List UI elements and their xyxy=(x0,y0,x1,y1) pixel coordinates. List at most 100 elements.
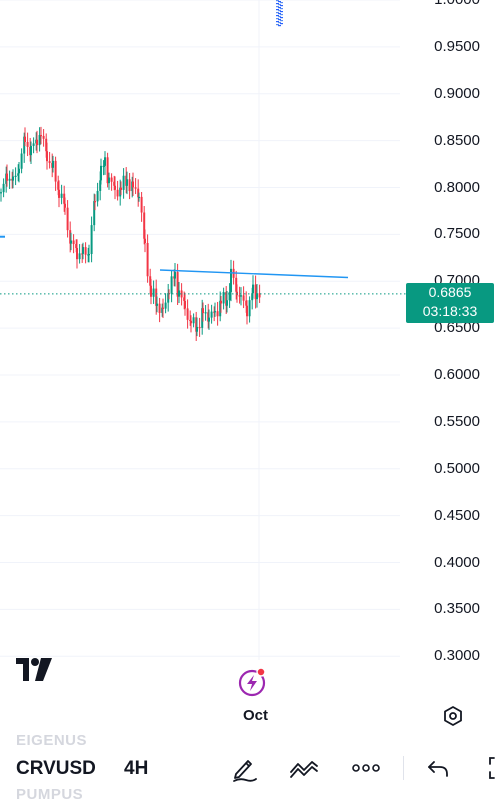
candle-body xyxy=(201,308,204,328)
price-axis-label: 0.3500 xyxy=(434,600,480,618)
candle-body xyxy=(235,277,238,292)
candle-body xyxy=(113,181,116,186)
candle-body xyxy=(110,177,113,182)
current-price-tag: 0.6865 03:18:33 xyxy=(406,283,494,323)
candle-body xyxy=(230,268,232,292)
candle-body xyxy=(140,196,143,213)
symbol-button[interactable]: CRVUSD xyxy=(16,758,96,779)
candle-body xyxy=(225,291,228,306)
candle-body xyxy=(195,317,198,332)
candle-body xyxy=(216,311,219,317)
candle-body xyxy=(108,177,110,184)
candle-body xyxy=(158,303,161,313)
candle-body xyxy=(0,192,2,194)
candle-body xyxy=(78,253,81,260)
scribble-stroke xyxy=(278,1,281,3)
scribble-stroke xyxy=(278,25,281,27)
candle-body xyxy=(210,311,213,318)
candle-body xyxy=(70,240,72,244)
undo-icon[interactable] xyxy=(422,752,454,784)
candle-body xyxy=(245,300,248,306)
pen-icon[interactable] xyxy=(228,752,260,784)
candle-body xyxy=(219,300,222,317)
chart-area[interactable]: 1.00000.95000.90000.85000.80000.75000.70… xyxy=(0,0,500,730)
price-axis-label: 0.5500 xyxy=(434,412,480,430)
candle-body xyxy=(69,230,72,244)
price-axis-label: 0.4500 xyxy=(434,506,480,524)
scribble-stroke xyxy=(280,11,283,13)
scribble-stroke xyxy=(278,19,281,21)
candle-body xyxy=(240,295,242,297)
fullscreen-icon[interactable] xyxy=(484,752,500,784)
candle-body xyxy=(183,297,186,301)
candle-body xyxy=(30,145,32,156)
candle-body xyxy=(88,254,90,256)
price-axis-label: 0.8000 xyxy=(434,178,480,196)
candle-body xyxy=(18,168,20,174)
bar-countdown: 03:18:33 xyxy=(422,303,478,319)
scribble-stroke xyxy=(280,14,283,16)
drawing-scribble[interactable] xyxy=(276,0,283,27)
scribble-stroke xyxy=(278,4,281,6)
scribble-stroke xyxy=(276,15,279,17)
candle-body xyxy=(104,157,106,166)
candle-body xyxy=(96,190,99,202)
watchlist-next-symbol[interactable]: PUMPUS xyxy=(16,786,84,803)
scribble-stroke xyxy=(280,23,283,25)
price-chart[interactable] xyxy=(0,0,500,730)
candle-body xyxy=(72,240,75,245)
watchlist-prev-symbol[interactable]: EIGENUS xyxy=(16,732,88,749)
candle-body xyxy=(119,187,122,197)
candle-body xyxy=(23,136,26,154)
candle-body xyxy=(120,187,122,190)
scribble-stroke xyxy=(278,22,281,24)
candle-body xyxy=(149,276,152,286)
scribble-stroke xyxy=(280,2,283,4)
candle-body xyxy=(204,312,207,314)
toolbar-divider xyxy=(403,756,404,780)
candle-body xyxy=(17,173,20,176)
indicators-icon[interactable] xyxy=(288,752,320,784)
candle-body xyxy=(254,284,257,300)
candle-body xyxy=(75,244,78,249)
candle-body xyxy=(152,288,155,297)
candle-body xyxy=(196,326,198,332)
scribble-stroke xyxy=(276,24,279,26)
candle-body xyxy=(189,319,192,322)
hexagon-settings-icon[interactable] xyxy=(441,704,465,728)
price-axis-label: 0.3000 xyxy=(434,647,480,665)
candle-body xyxy=(238,295,241,297)
price-axis-label: 0.8500 xyxy=(434,131,480,149)
candle-body xyxy=(52,160,54,168)
candle-body xyxy=(246,305,248,317)
candle-body xyxy=(46,151,48,162)
current-price-value: 0.6865 xyxy=(428,284,472,300)
candle-body xyxy=(36,139,38,146)
candle-body xyxy=(122,175,125,190)
scribble-stroke xyxy=(278,10,281,12)
price-axis-label: 0.4000 xyxy=(434,553,480,571)
candle-body xyxy=(14,175,17,177)
candle-body xyxy=(143,212,146,239)
candle-body xyxy=(162,307,164,309)
candle-body xyxy=(64,203,66,208)
lightning-icon[interactable] xyxy=(236,665,270,699)
candle-body xyxy=(102,165,105,168)
candle-body xyxy=(81,253,84,255)
candle-body xyxy=(242,295,245,301)
candle-body xyxy=(252,284,254,294)
scribble-stroke xyxy=(280,8,283,10)
candle-body xyxy=(100,165,102,181)
tradingview-logo-icon[interactable] xyxy=(14,656,58,684)
candle-body xyxy=(84,247,87,255)
candle-body xyxy=(198,326,201,329)
scribble-stroke xyxy=(276,3,279,5)
candle-body xyxy=(54,160,57,182)
candle-body xyxy=(164,302,167,309)
candle-body xyxy=(222,291,225,304)
interval-button[interactable]: 4H xyxy=(124,758,149,779)
candle-body xyxy=(137,188,140,198)
candle-body xyxy=(63,193,66,204)
more-dots-icon[interactable] xyxy=(350,752,382,784)
candle-body xyxy=(24,136,26,142)
